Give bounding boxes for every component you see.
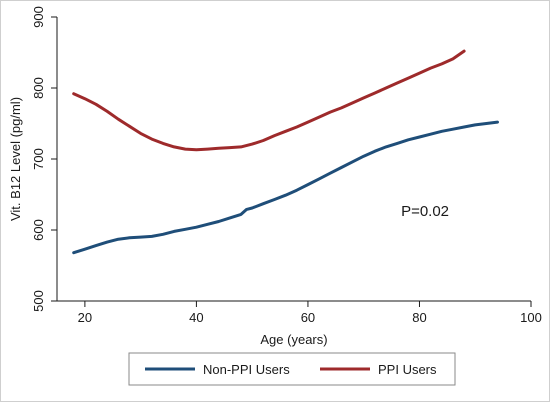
legend-label-non-ppi: Non-PPI Users — [203, 362, 290, 377]
y-tick-label: 500 — [31, 290, 46, 312]
series-line-non-ppi — [72, 120, 499, 255]
axes: 20 40 60 80 100 500 600 700 800 900 — [31, 6, 542, 325]
y-tick-label: 900 — [31, 6, 46, 28]
y-tick-label: 700 — [31, 148, 46, 170]
p-value-annotation: P=0.02 — [401, 203, 449, 220]
y-tick-label: 800 — [31, 77, 46, 99]
y-axis-label: Vit. B12 Level (pg/ml) — [8, 97, 23, 221]
x-tick-label: 80 — [412, 310, 426, 325]
x-tick-label: 20 — [78, 310, 92, 325]
x-tick-label: 100 — [520, 310, 542, 325]
series-lines — [72, 49, 499, 255]
series-line-ppi — [72, 49, 466, 152]
legend-label-ppi: PPI Users — [378, 362, 437, 377]
y-tick-label: 600 — [31, 219, 46, 241]
legend: Non-PPI Users PPI Users — [128, 352, 456, 386]
x-axis-label: Age (years) — [260, 332, 327, 347]
x-tick-label: 40 — [189, 310, 203, 325]
x-tick-label: 60 — [301, 310, 315, 325]
